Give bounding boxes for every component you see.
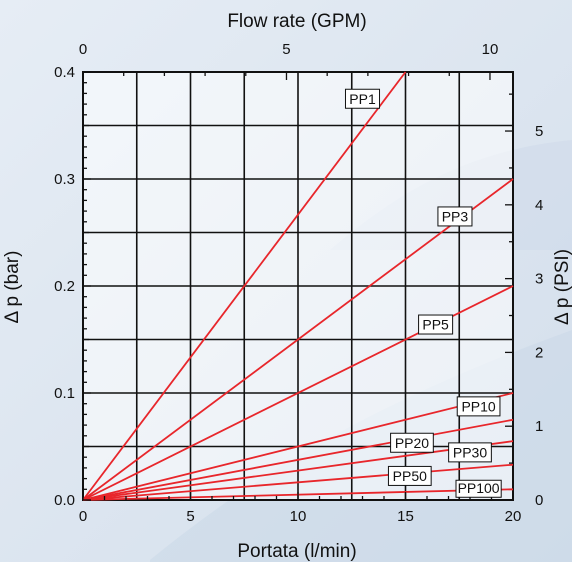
y-axis-title: Δ p (bar) <box>2 251 23 324</box>
curve-label-pp3: PP3 <box>442 208 469 224</box>
curve-label-pp10: PP10 <box>461 398 495 414</box>
y2-tick-label: 4 <box>535 197 543 214</box>
series-line-pp10 <box>82 392 514 501</box>
x-tick-label: 0 <box>79 508 87 525</box>
curve-label-box <box>448 442 492 463</box>
series-line-pp50 <box>82 463 514 501</box>
y-tick-label: 0.0 <box>54 492 75 509</box>
curve-label-box <box>418 314 454 335</box>
y2-axis-title: Δ p (PSI) <box>552 249 572 325</box>
y-tick-label: 0.4 <box>54 64 75 81</box>
series-line-pp3 <box>82 178 514 501</box>
x2-axis-title: Flow rate (GPM) <box>227 11 366 32</box>
axis-ticks <box>82 71 514 501</box>
y2-tick-label: 0 <box>535 492 543 509</box>
y2-tick-label: 5 <box>535 123 543 140</box>
x2-tick-label: 10 <box>482 41 499 58</box>
curve-label-box <box>387 465 432 486</box>
series-line-pp1 <box>82 71 407 501</box>
curve-label-pp5: PP5 <box>422 317 449 333</box>
series-lines <box>82 71 514 501</box>
x-tick-label: 10 <box>290 508 307 525</box>
curve-label-pp100: PP100 <box>458 480 500 496</box>
y2-tick-label: 2 <box>535 344 543 361</box>
x-tick-label: 5 <box>186 508 194 525</box>
x-tick-label: 15 <box>397 508 414 525</box>
curve-label-box <box>456 396 501 417</box>
curve-label-box <box>455 479 502 498</box>
curve-label-box <box>390 432 434 453</box>
x2-tick-label: 5 <box>282 41 290 58</box>
curve-label-box <box>344 88 381 109</box>
curve-label-box <box>437 206 473 227</box>
curve-labels: PP1 PP3 PP5 PP10 PP20 PP30 PP50 PP100 <box>344 88 502 498</box>
curve-label-pp30: PP30 <box>453 444 487 460</box>
grid <box>82 71 514 501</box>
y-tick-label: 0.2 <box>54 278 75 295</box>
curve-label-pp50: PP50 <box>393 468 427 484</box>
curve-label-pp20: PP20 <box>395 435 429 451</box>
y-tick-label: 0.1 <box>54 385 75 402</box>
series-line-pp20 <box>82 418 514 501</box>
x2-tick-label: 0 <box>79 41 87 58</box>
y2-tick-label: 3 <box>535 271 543 288</box>
x-axis-title: Portata (l/min) <box>237 541 356 562</box>
series-line-pp30 <box>82 440 514 501</box>
y-tick-label: 0.3 <box>54 171 75 188</box>
x-tick-label: 20 <box>505 508 522 525</box>
curve-label-pp1: PP1 <box>349 91 376 107</box>
y2-tick-label: 1 <box>535 418 543 435</box>
